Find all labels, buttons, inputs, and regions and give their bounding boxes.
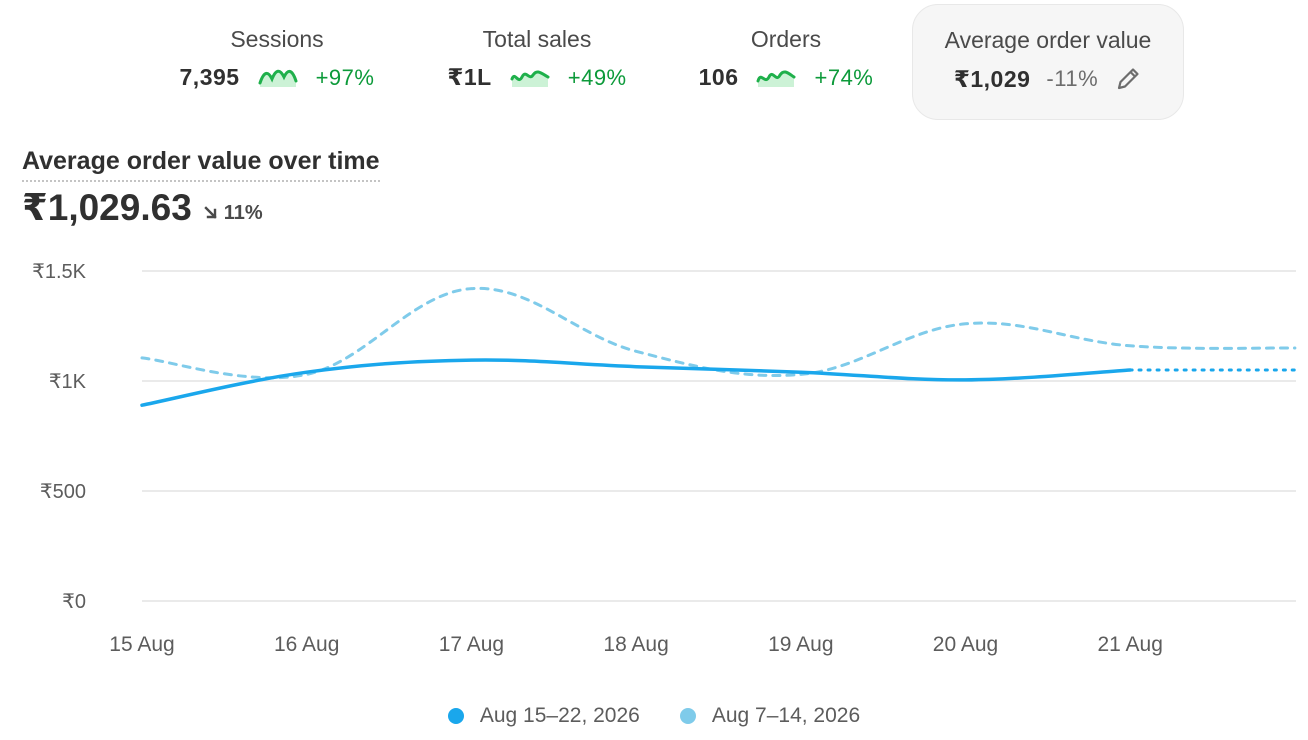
headline-value: ₹1,029.63	[22, 187, 192, 228]
sparkline-icon	[756, 69, 796, 87]
x-tick-label: 21 Aug	[1097, 633, 1162, 656]
metric-value: ₹1,029	[953, 65, 1031, 92]
legend-item-previous[interactable]: Aug 7–14, 2026	[679, 704, 861, 728]
legend-label-previous: Aug 7–14, 2026	[711, 704, 861, 727]
metrics-bar: Sessions 7,395 +97% Total sales ₹1L +49%…	[0, 0, 1308, 130]
arrow-down-right-icon	[204, 206, 217, 219]
pencil-icon[interactable]	[1114, 65, 1142, 93]
legend-swatch-current	[447, 708, 464, 724]
metric-label: Sessions	[230, 26, 324, 52]
legend-swatch-previous	[679, 708, 696, 724]
sparkline-icon	[258, 69, 298, 87]
chart-title[interactable]: Average order value over time	[22, 147, 380, 182]
headline-change: 11%	[204, 202, 263, 225]
metric-change: +97%	[315, 64, 375, 90]
metric-total-sales[interactable]: Total sales ₹1L +49%	[425, 4, 649, 120]
metric-change: -11%	[1046, 66, 1099, 91]
y-tick-label: ₹1.5K	[32, 261, 87, 283]
y-tick-label: ₹500	[40, 481, 86, 503]
x-tick-label: 20 Aug	[933, 633, 998, 656]
x-tick-label: 19 Aug	[768, 633, 833, 656]
legend-label-current: Aug 15–22, 2026	[479, 704, 640, 727]
headline-change-value: 11%	[223, 201, 263, 224]
x-tick-label: 15 Aug	[109, 633, 174, 656]
x-tick-label: 16 Aug	[274, 633, 339, 656]
metric-label: Total sales	[482, 26, 592, 52]
metric-value: 7,395	[179, 64, 240, 90]
sparkline-icon	[510, 69, 550, 87]
metric-value: 106	[698, 64, 739, 90]
x-tick-label: 18 Aug	[603, 633, 668, 656]
series-line-current	[140, 358, 1132, 407]
legend: Aug 15–22, 2026 Aug 7–14, 2026	[0, 704, 1308, 728]
metric-average-order-value[interactable]: Average order value ₹1,029 -11%	[912, 4, 1184, 120]
metric-orders[interactable]: Orders 106 +74%	[674, 4, 898, 120]
legend-item-current[interactable]: Aug 15–22, 2026	[447, 704, 640, 728]
series-line-previous	[140, 287, 1297, 380]
metric-change: +74%	[814, 64, 874, 90]
metric-label: Orders	[750, 26, 822, 52]
headline: ₹1,029.63 11%	[22, 186, 263, 229]
x-tick-label: 17 Aug	[439, 633, 504, 656]
metric-sessions[interactable]: Sessions 7,395 +97%	[165, 4, 389, 120]
metric-change: +49%	[567, 64, 627, 90]
y-tick-label: ₹0	[62, 591, 86, 613]
metric-label: Average order value	[944, 27, 1152, 53]
y-tick-label: ₹1K	[49, 371, 87, 393]
metric-value: ₹1L	[447, 64, 492, 90]
